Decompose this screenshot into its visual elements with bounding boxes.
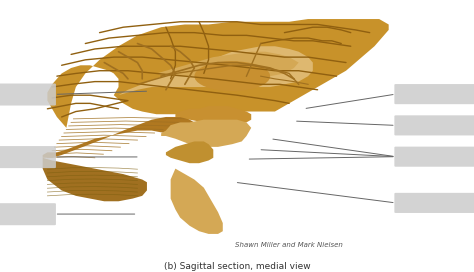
Polygon shape bbox=[47, 19, 389, 128]
Text: (b) Sagittal section, medial view: (b) Sagittal section, medial view bbox=[164, 261, 310, 271]
Polygon shape bbox=[175, 106, 251, 125]
Polygon shape bbox=[43, 158, 147, 201]
FancyBboxPatch shape bbox=[394, 84, 474, 104]
Polygon shape bbox=[161, 120, 251, 147]
Polygon shape bbox=[43, 117, 194, 158]
FancyBboxPatch shape bbox=[0, 146, 56, 168]
Polygon shape bbox=[166, 141, 213, 163]
Polygon shape bbox=[171, 169, 223, 234]
FancyBboxPatch shape bbox=[394, 115, 474, 135]
Polygon shape bbox=[156, 52, 299, 76]
FancyBboxPatch shape bbox=[394, 193, 474, 213]
Text: Shawn Miller and Mark Nielsen: Shawn Miller and Mark Nielsen bbox=[235, 242, 343, 248]
Polygon shape bbox=[194, 61, 270, 91]
Polygon shape bbox=[118, 46, 313, 95]
FancyBboxPatch shape bbox=[394, 147, 474, 167]
FancyBboxPatch shape bbox=[0, 203, 56, 225]
FancyBboxPatch shape bbox=[0, 84, 56, 106]
